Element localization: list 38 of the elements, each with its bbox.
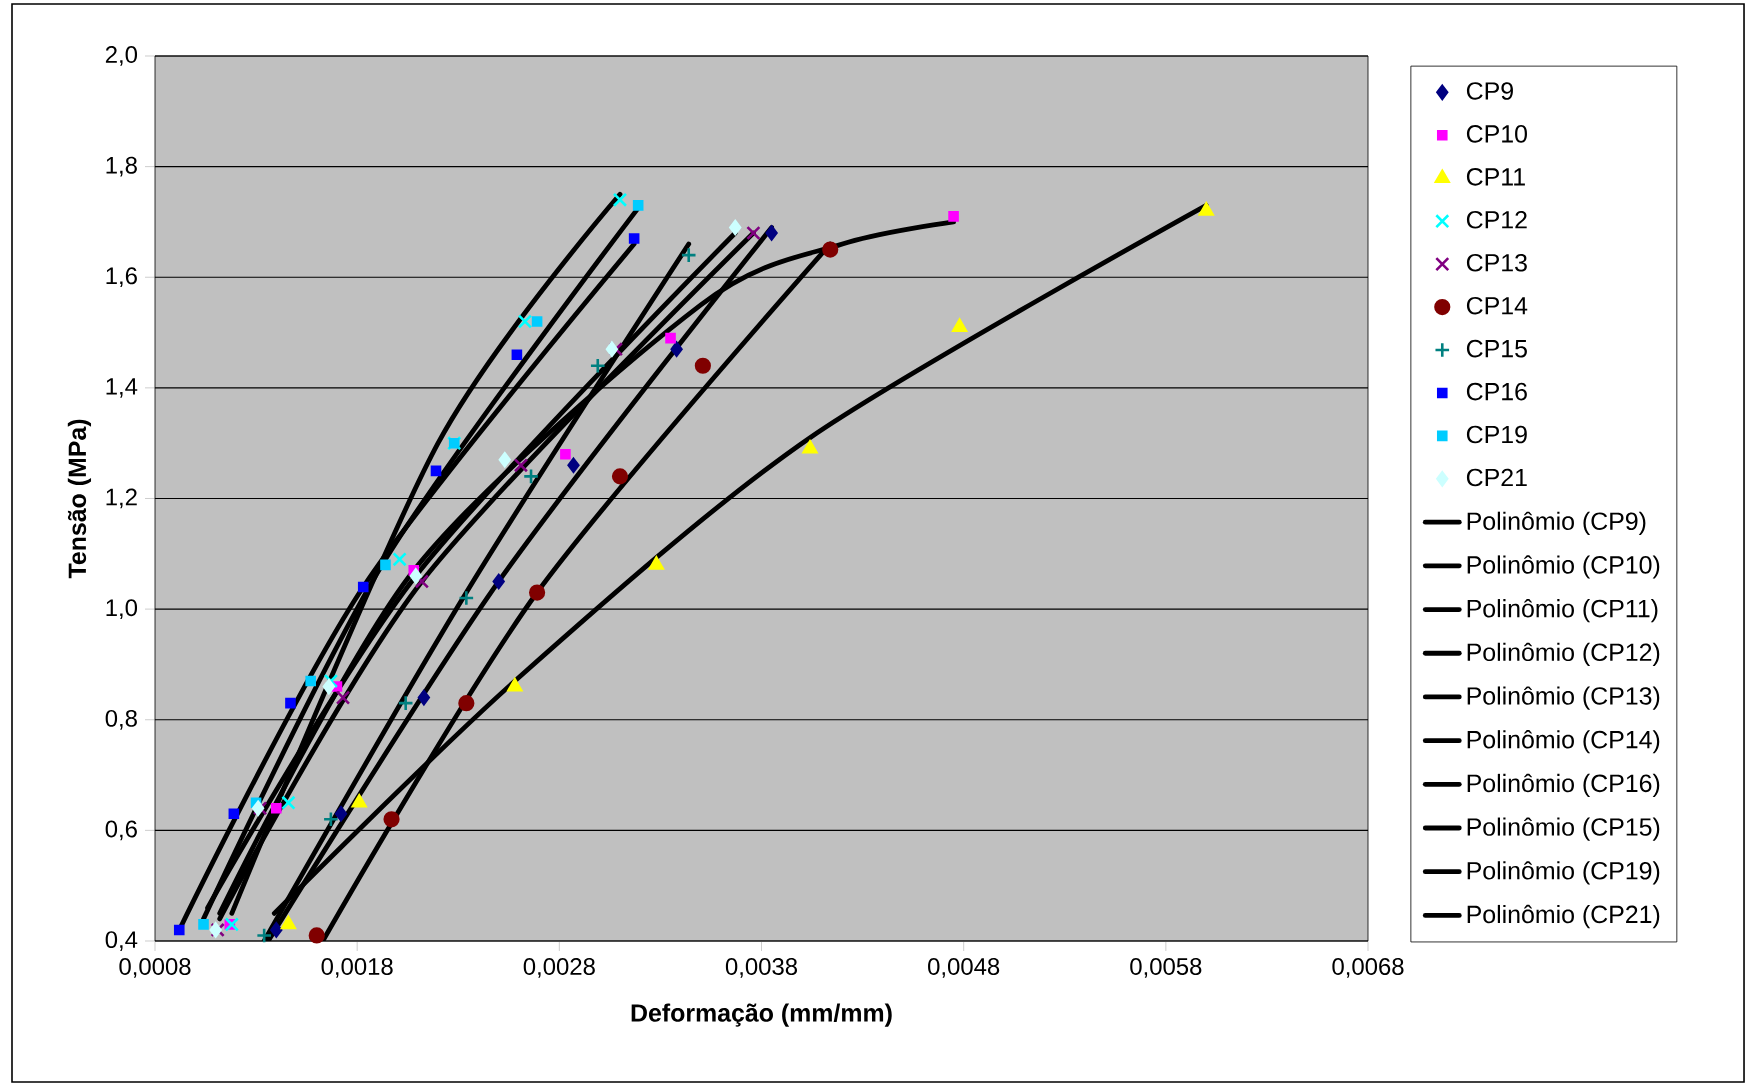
y-tick-label: 1,8: [106, 156, 137, 177]
x-tick-label: 0,0008: [119, 958, 191, 978]
legend-label: Polinômio (CP15): [1467, 817, 1660, 841]
x-tick-label: 0,0068: [1332, 958, 1404, 978]
y-axis-title: Tensão (MPa): [67, 419, 92, 579]
legend-label: Polinômio (CP14): [1467, 730, 1660, 754]
y-tick-label: 2,0: [105, 46, 138, 66]
legend-label: Polinômio (CP16): [1467, 773, 1660, 798]
legend-label: Polinômio (CP12): [1467, 642, 1660, 666]
legend-label: CP19: [1466, 425, 1527, 444]
legend-label: Polinômio (CP13): [1467, 686, 1660, 710]
legend-label: CP11: [1466, 168, 1525, 186]
legend-label: Polinômio (CP19): [1467, 861, 1660, 885]
legend-label: CP21: [1466, 468, 1527, 487]
x-tick-label: 0,0028: [523, 958, 595, 978]
y-tick-label: 0,8: [105, 709, 137, 730]
x-tick-label: 0,0058: [1130, 958, 1202, 978]
y-tick-label: 0,6: [105, 820, 137, 841]
legend-label: CP14: [1466, 296, 1528, 315]
legend-label: Polinômio (CP11): [1467, 599, 1658, 623]
legend-label: Polinômio (CP10): [1467, 555, 1660, 579]
x-tick-label: 0,0038: [725, 958, 798, 978]
legend-label: Polinômio (CP9): [1467, 511, 1646, 535]
y-tick-label: 1,2: [106, 488, 137, 509]
legend-label: CP15: [1466, 339, 1527, 358]
legend-label: CP9: [1466, 82, 1513, 100]
y-tick-label: 1,0: [106, 599, 138, 619]
legend-label: Polinômio (CP21): [1467, 904, 1660, 929]
x-tick-label: 0,0018: [321, 958, 393, 978]
legend-label: CP12: [1466, 210, 1527, 229]
legend-label: CP16: [1466, 382, 1527, 401]
legend-label: CP13: [1466, 253, 1527, 272]
x-axis-title: Deformação (mm/mm): [631, 1003, 892, 1027]
y-tick-label: 1,4: [106, 378, 138, 398]
legend-label: CP10: [1466, 125, 1527, 143]
x-tick-label: 0,0048: [928, 958, 1000, 978]
y-tick-label: 0,4: [105, 931, 138, 951]
y-tick-label: 1,6: [106, 267, 137, 288]
